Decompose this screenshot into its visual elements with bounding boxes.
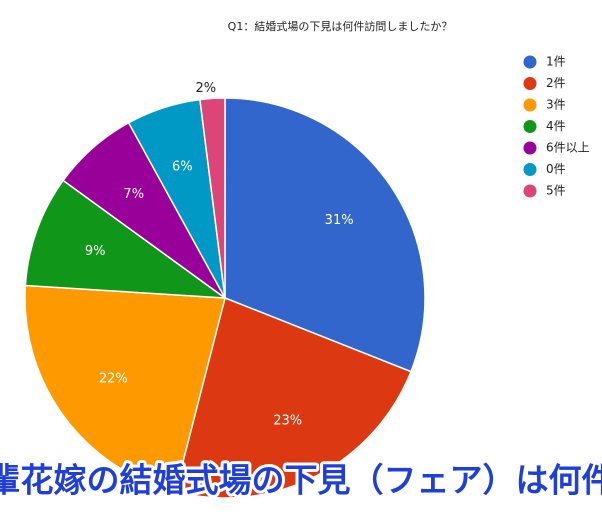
legend-label: 0件 <box>546 162 566 176</box>
legend-label: 2件 <box>546 76 566 90</box>
value-label: 23% <box>273 413 302 428</box>
legend-swatch <box>523 120 537 133</box>
caption: 先輩花嫁の結婚式場の下見（フェア）は何件？ <box>0 461 602 500</box>
legend-swatch <box>523 184 537 198</box>
legend-label: 5件 <box>546 184 566 198</box>
pie-slice <box>24 179 228 299</box>
legend-swatch <box>523 77 537 90</box>
legend-swatch <box>523 141 537 155</box>
legend-label: 6件以上 <box>546 141 590 155</box>
value-label: 31% <box>325 213 354 228</box>
value-label: 22% <box>99 372 128 387</box>
value-label: 6% <box>172 159 193 174</box>
legend-label: 1件 <box>546 55 566 69</box>
pie-slice <box>174 296 412 499</box>
value-label: 9% <box>85 244 106 259</box>
pie: 31% 23% 22% 9% 7% 6% 2% <box>24 81 426 499</box>
pie-slice <box>24 284 226 493</box>
pie-slice <box>224 97 426 373</box>
legend-swatch <box>523 55 537 69</box>
value-label: 7% <box>123 187 144 202</box>
legend: 1件 2件 3件 4件 6件以上 0件 5件 <box>523 55 590 198</box>
value-label: 2% <box>196 81 217 96</box>
legend-swatch <box>523 98 537 112</box>
legend-label: 4件 <box>546 119 566 133</box>
pie-slice <box>199 97 226 299</box>
chart-title: Q1：結婚式場の下見は何件訪問しましたか？ <box>228 19 453 33</box>
legend-swatch <box>523 163 537 176</box>
legend-label: 3件 <box>546 98 566 112</box>
